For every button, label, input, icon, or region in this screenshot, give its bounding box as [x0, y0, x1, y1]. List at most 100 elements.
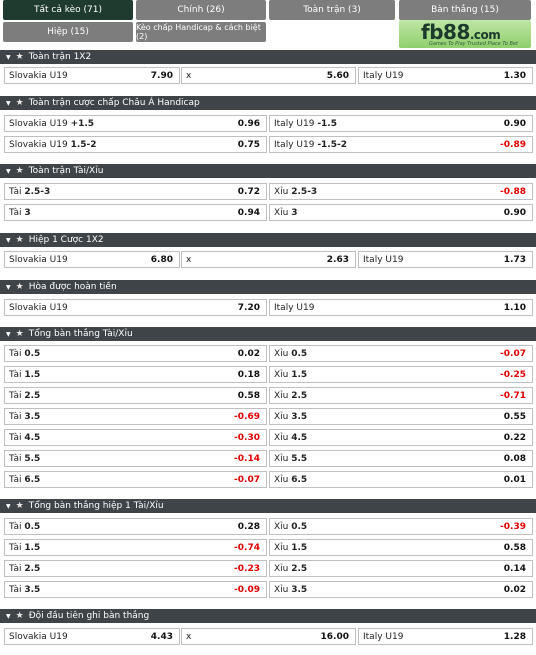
odds-right[interactable]: Xỉu 5.5 0.08 — [269, 450, 533, 467]
tab-all[interactable]: Tất cả kèo (71) — [3, 0, 133, 20]
collapse-arrow-icon[interactable]: ▼ — [6, 236, 11, 244]
star-icon[interactable]: ★ — [15, 235, 24, 245]
collapse-arrow-icon[interactable]: ▼ — [6, 53, 11, 61]
section-header-s6[interactable]: ▼ ★ Tổng bàn thắng Tài/Xỉu — [0, 327, 536, 341]
odds-draw[interactable]: x 16.00 — [181, 628, 356, 645]
odds-draw[interactable]: x 2.63 — [181, 251, 356, 268]
odds-label: Xỉu 2.5 — [274, 563, 308, 574]
odds-right[interactable]: Xỉu 2.5 0.14 — [269, 560, 533, 577]
odds-right[interactable]: Xỉu 6.5 0.01 — [269, 471, 533, 488]
star-icon[interactable]: ★ — [15, 329, 24, 339]
tab-fulltime[interactable]: Toàn trận (3) — [269, 0, 395, 20]
odds-left[interactable]: Tài 3.5 -0.09 — [4, 581, 267, 598]
odds-right[interactable]: Italy U19 -1.5-2 -0.89 — [269, 136, 533, 153]
odds-value: 0.08 — [503, 453, 526, 464]
odds-value: -0.07 — [234, 474, 260, 485]
odds-right[interactable]: Xỉu 2.5 -0.71 — [269, 387, 533, 404]
odds-right[interactable]: Xỉu 0.5 -0.39 — [269, 518, 533, 535]
tab-goals[interactable]: Bàn thắng (15) — [399, 0, 531, 20]
section-header-s1[interactable]: ▼ ★ Toàn trận 1X2 — [0, 50, 536, 64]
odds-value: 0.28 — [237, 521, 260, 532]
section-title: Hiệp 1 Cược 1X2 — [28, 235, 104, 245]
odds-value: -0.25 — [500, 369, 526, 380]
odds-left[interactable]: Tài 5.5 -0.14 — [4, 450, 267, 467]
odds-draw[interactable]: x 5.60 — [181, 67, 356, 84]
section-header-s2[interactable]: ▼ ★ Toàn trận cược chấp Châu Á Handicap — [0, 96, 536, 110]
odds-away[interactable]: Italy U19 1.28 — [358, 628, 533, 645]
odds-home[interactable]: Slovakia U19 7.20 — [4, 299, 267, 316]
odds-right[interactable]: Xỉu 1.5 -0.25 — [269, 366, 533, 383]
section-title: Đội đầu tiên ghi bàn thắng — [28, 611, 150, 621]
odds-left[interactable]: Tài 2.5-3 0.72 — [4, 183, 267, 200]
odds-value: -0.74 — [234, 542, 260, 553]
odds-right[interactable]: Italy U19 -1.5 0.90 — [269, 115, 533, 132]
odds-label: Slovakia U19 +1.5 — [9, 118, 95, 129]
tab-half[interactable]: Hiệp (15) — [3, 22, 133, 42]
odds-value: 4.43 — [150, 631, 173, 642]
collapse-arrow-icon[interactable]: ▼ — [6, 612, 11, 620]
odds-away[interactable]: Italy U19 1.73 — [358, 251, 533, 268]
collapse-arrow-icon[interactable]: ▼ — [6, 330, 11, 338]
star-icon[interactable]: ★ — [15, 166, 24, 176]
odds-left[interactable]: Tài 1.5 -0.74 — [4, 539, 267, 556]
section-header-s5[interactable]: ▼ ★ Hòa được hoàn tiền — [0, 280, 536, 294]
odds-left[interactable]: Tài 6.5 -0.07 — [4, 471, 267, 488]
odds-label: Slovakia U19 — [9, 631, 68, 642]
odds-left[interactable]: Tài 1.5 0.18 — [4, 366, 267, 383]
odds-away[interactable]: Italy U19 1.10 — [269, 299, 533, 316]
odds-label: Tài 1.5 — [9, 542, 41, 553]
odds-label: Tài 2.5 — [9, 563, 41, 574]
odds-home[interactable]: Slovakia U19 4.43 — [4, 628, 180, 645]
odds-label: Tài 0.5 — [9, 521, 41, 532]
odds-left[interactable]: Tài 3.5 -0.69 — [4, 408, 267, 425]
odds-label: Tài 3.5 — [9, 584, 41, 595]
odds-left[interactable]: Slovakia U19 +1.5 0.96 — [4, 115, 267, 132]
odds-left[interactable]: Tài 0.5 0.28 — [4, 518, 267, 535]
odds-value: 7.90 — [150, 70, 173, 81]
odds-left[interactable]: Tài 2.5 0.58 — [4, 387, 267, 404]
star-icon[interactable]: ★ — [15, 501, 24, 511]
odds-label: Italy U19 — [363, 631, 404, 642]
collapse-arrow-icon[interactable]: ▼ — [6, 99, 11, 107]
odds-label: Xỉu 3.5 — [274, 411, 308, 422]
odds-right[interactable]: Xỉu 3 0.90 — [269, 204, 533, 221]
star-icon[interactable]: ★ — [15, 52, 24, 62]
odds-label: Tài 4.5 — [9, 432, 41, 443]
odds-value: 1.10 — [503, 302, 526, 313]
odds-left[interactable]: Tài 4.5 -0.30 — [4, 429, 267, 446]
section-header-s7[interactable]: ▼ ★ Tổng bàn thắng hiệp 1 Tài/Xỉu — [0, 499, 536, 513]
odds-left[interactable]: Tài 0.5 0.02 — [4, 345, 267, 362]
collapse-arrow-icon[interactable]: ▼ — [6, 283, 11, 291]
odds-left[interactable]: Tài 3 0.94 — [4, 204, 267, 221]
odds-right[interactable]: Xỉu 3.5 0.02 — [269, 581, 533, 598]
odds-label: Italy U19 — [363, 254, 404, 265]
odds-right[interactable]: Xỉu 1.5 0.58 — [269, 539, 533, 556]
tab-handicap[interactable]: Kèo chấp Handicap & cách biệt (2) — [136, 22, 266, 42]
odds-right[interactable]: Xỉu 3.5 0.55 — [269, 408, 533, 425]
star-icon[interactable]: ★ — [15, 282, 24, 292]
section-title: Toàn trận cược chấp Châu Á Handicap — [28, 98, 200, 108]
section-header-s4[interactable]: ▼ ★ Hiệp 1 Cược 1X2 — [0, 233, 536, 247]
odds-right[interactable]: Xỉu 2.5-3 -0.88 — [269, 183, 533, 200]
odds-value: 0.02 — [503, 584, 526, 595]
odds-left[interactable]: Tài 2.5 -0.23 — [4, 560, 267, 577]
odds-label: Italy U19 -1.5-2 — [274, 139, 347, 150]
odds-right[interactable]: Xỉu 0.5 -0.07 — [269, 345, 533, 362]
section-header-s3[interactable]: ▼ ★ Toàn trận Tài/Xỉu — [0, 164, 536, 178]
odds-value: -0.89 — [500, 139, 526, 150]
star-icon[interactable]: ★ — [15, 98, 24, 108]
odds-value: 0.02 — [237, 348, 260, 359]
odds-away[interactable]: Italy U19 1.30 — [358, 67, 533, 84]
odds-value: 0.58 — [503, 542, 526, 553]
odds-right[interactable]: Xỉu 4.5 0.22 — [269, 429, 533, 446]
odds-label: x — [186, 254, 192, 265]
odds-home[interactable]: Slovakia U19 6.80 — [4, 251, 180, 268]
section-header-s8[interactable]: ▼ ★ Đội đầu tiên ghi bàn thắng — [0, 609, 536, 623]
odds-home[interactable]: Slovakia U19 7.90 — [4, 67, 180, 84]
tab-main[interactable]: Chính (26) — [136, 0, 266, 20]
odds-left[interactable]: Slovakia U19 1.5-2 0.75 — [4, 136, 267, 153]
collapse-arrow-icon[interactable]: ▼ — [6, 502, 11, 510]
star-icon[interactable]: ★ — [15, 611, 24, 621]
odds-value: 1.73 — [503, 254, 526, 265]
collapse-arrow-icon[interactable]: ▼ — [6, 167, 11, 175]
